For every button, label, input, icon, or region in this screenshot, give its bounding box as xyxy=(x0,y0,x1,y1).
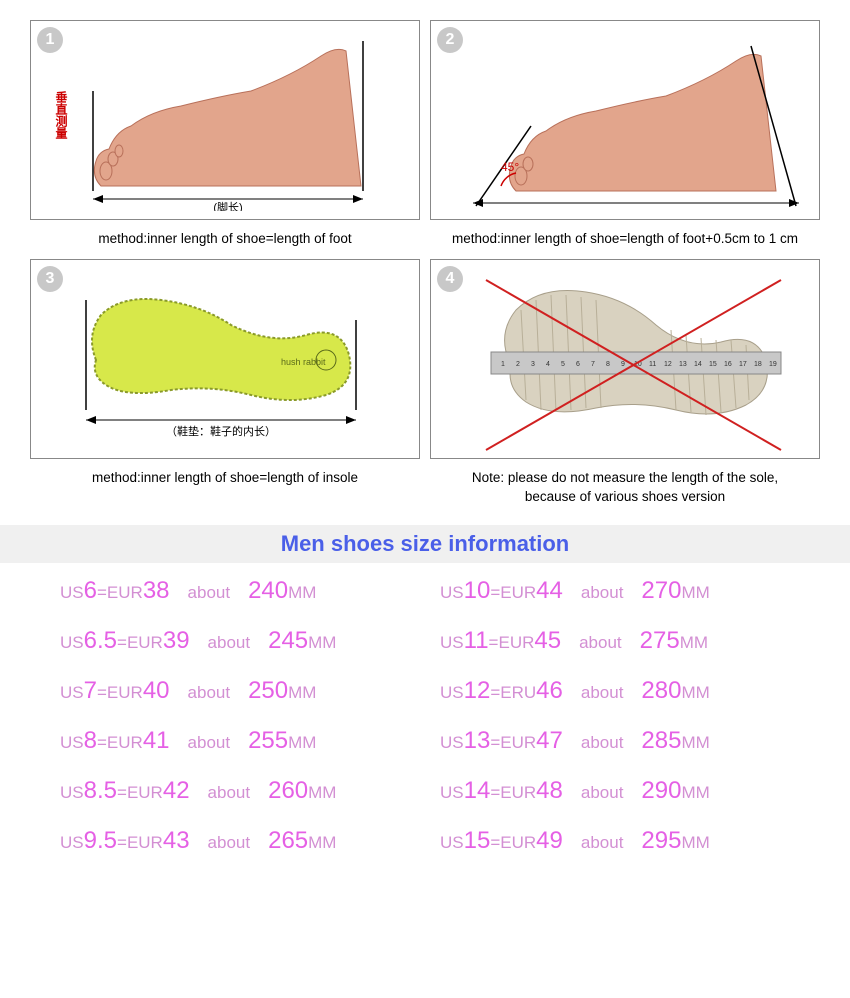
svg-text:13: 13 xyxy=(679,361,687,368)
foot-length-label: (脚长) xyxy=(213,200,242,211)
size-row: US14=EUR48about290MM xyxy=(440,777,790,805)
size-row: US7=EUR40about250MM xyxy=(60,677,410,705)
svg-text:12: 12 xyxy=(664,361,672,368)
svg-text:2: 2 xyxy=(516,361,520,368)
method-2: 2 45° method:inner length of shoe=length… xyxy=(430,20,820,249)
badge-3: 3 xyxy=(37,266,63,292)
method-2-caption: method:inner length of shoe=length of fo… xyxy=(430,230,820,249)
svg-text:15: 15 xyxy=(709,361,717,368)
svg-text:11: 11 xyxy=(649,361,656,368)
method-1-caption: method:inner length of shoe=length of fo… xyxy=(30,230,420,249)
svg-text:14: 14 xyxy=(694,361,702,368)
size-info-title: Men shoes size information xyxy=(0,525,850,563)
method-4: 4 123 456 789 101112 131415 xyxy=(430,259,820,507)
size-row: US6=EUR38about240MM xyxy=(60,577,410,605)
sole-diagram: 123 456 789 101112 131415 161718 19 xyxy=(471,270,791,455)
size-row: US12=ERU46about280MM xyxy=(440,677,790,705)
foot-diagram-2: 45° xyxy=(461,31,801,220)
svg-text:6: 6 xyxy=(576,361,580,368)
method-2-image: 2 45° xyxy=(430,20,820,220)
svg-text:8: 8 xyxy=(606,361,610,368)
svg-text:5: 5 xyxy=(561,361,565,368)
size-row: US8=EUR41about255MM xyxy=(60,727,410,755)
badge-4: 4 xyxy=(437,266,463,292)
size-row: US11=EUR45about275MM xyxy=(440,627,790,655)
svg-text:19: 19 xyxy=(769,361,777,368)
size-row: US6.5=EUR39about245MM xyxy=(60,627,410,655)
svg-text:16: 16 xyxy=(724,361,732,368)
method-3: 3 hush rabbit （鞋垫：鞋子的内长） method:inner le… xyxy=(30,259,420,507)
svg-text:9: 9 xyxy=(621,361,625,368)
svg-text:hush rabbit: hush rabbit xyxy=(281,357,326,367)
size-row: US13=EUR47about285MM xyxy=(440,727,790,755)
foot-diagram-1: (脚长) xyxy=(61,31,381,211)
size-table: US6=EUR38about240MM US6.5=EUR39about245MM… xyxy=(0,577,850,875)
size-row: US8.5=EUR42about260MM xyxy=(60,777,410,805)
svg-text:18: 18 xyxy=(754,361,762,368)
methods-grid: 1 垂直测量 (脚长) method:inner length of shoe=… xyxy=(0,0,850,517)
method-4-image: 4 123 456 789 101112 131415 xyxy=(430,259,820,459)
size-row: US10=EUR44about270MM xyxy=(440,577,790,605)
size-row: US15=EUR49about295MM xyxy=(440,827,790,855)
size-col-right: US10=EUR44about270MM US11=EUR45about275MM… xyxy=(440,577,790,855)
method-3-image: 3 hush rabbit （鞋垫：鞋子的内长） xyxy=(30,259,420,459)
badge-1: 1 xyxy=(37,27,63,53)
svg-text:17: 17 xyxy=(739,361,747,368)
size-row: US9.5=EUR43about265MM xyxy=(60,827,410,855)
method-1-image: 1 垂直测量 (脚长) xyxy=(30,20,420,220)
angle-label: 45° xyxy=(501,160,519,174)
method-3-caption: method:inner length of shoe=length of in… xyxy=(30,469,420,488)
method-4-caption: Note: please do not measure the length o… xyxy=(430,469,820,507)
method-1: 1 垂直测量 (脚长) method:inner length of shoe=… xyxy=(30,20,420,249)
svg-text:1: 1 xyxy=(501,361,505,368)
insole-label: （鞋垫：鞋子的内长） xyxy=(166,424,276,438)
badge-2: 2 xyxy=(437,27,463,53)
insole-diagram: hush rabbit （鞋垫：鞋子的内长） xyxy=(71,280,371,450)
svg-text:7: 7 xyxy=(591,361,595,368)
svg-text:4: 4 xyxy=(546,361,550,368)
size-col-left: US6=EUR38about240MM US6.5=EUR39about245MM… xyxy=(60,577,410,855)
svg-text:3: 3 xyxy=(531,361,535,368)
